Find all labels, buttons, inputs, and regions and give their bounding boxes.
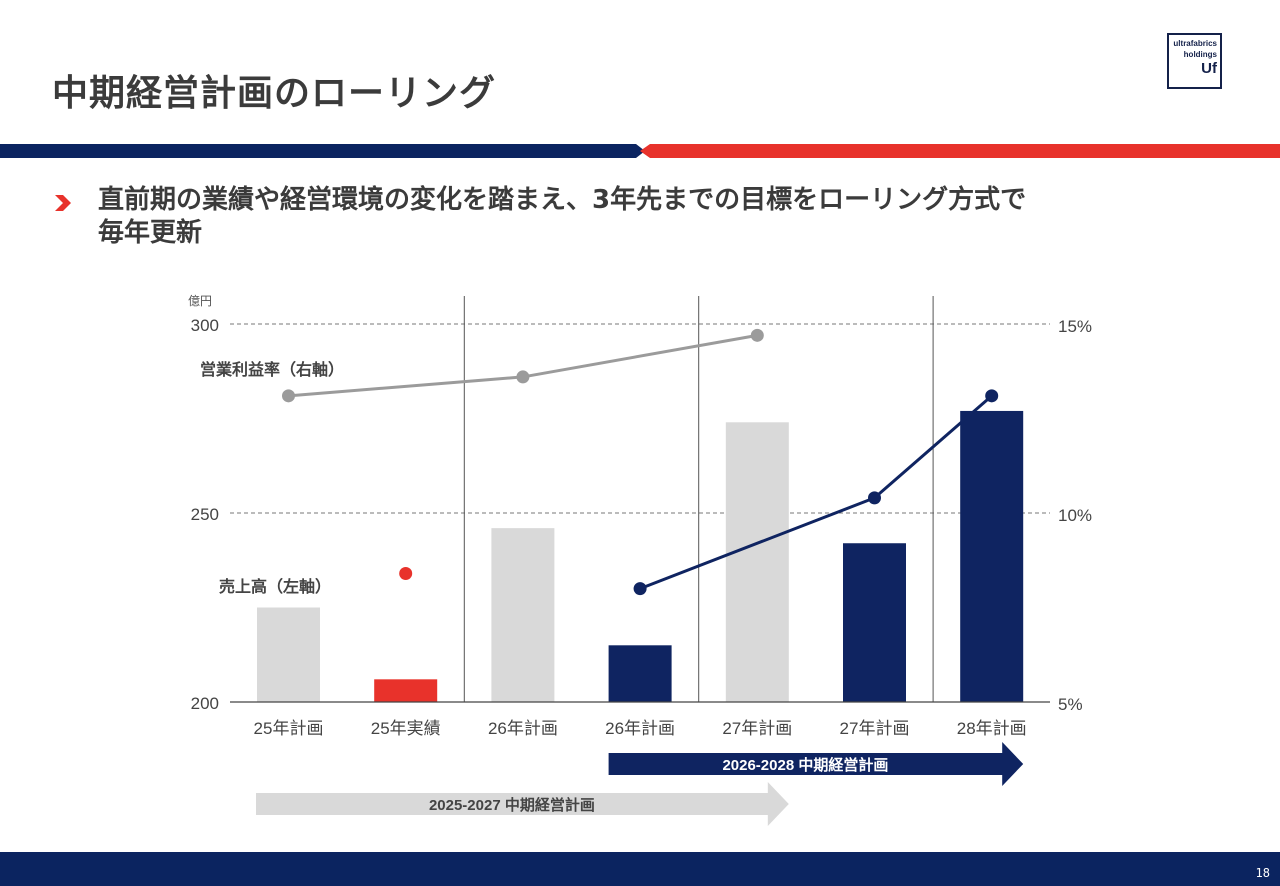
header-band-navy (0, 144, 645, 158)
x-category-label-0: 25年計画 (254, 719, 324, 738)
logo-line2: holdings (1183, 50, 1217, 59)
margin-point-2-1 (868, 491, 881, 505)
y2-tick-label-2: 15% (1058, 317, 1092, 336)
bar-2 (491, 528, 555, 702)
bar-1 (374, 679, 438, 702)
page-title: 中期経営計画のローリング (52, 73, 497, 114)
header-band-red (640, 144, 1280, 158)
logo-line3: Uf (1201, 60, 1217, 77)
margin-line-2 (639, 394, 993, 590)
bullet-text: 直前期の業績や経営環境の変化を踏まえ、3年先までの目標をローリング方式で 毎年更… (98, 184, 1178, 250)
bullet-arrow-icon (55, 195, 71, 211)
company-logo: ultrafabrics holdings Uf (1167, 33, 1222, 89)
y-tick-label-0: 200 (191, 694, 219, 713)
x-category-label-2: 26年計画 (488, 719, 558, 738)
margin-point-2-2 (985, 389, 999, 403)
bar-5 (843, 543, 906, 702)
bar-4 (725, 422, 789, 702)
sales-margin-chart: 200 250 300 億円 5% 10% 15% 25年計画 25年実績 26年計画 26年計画 2… (188, 294, 1092, 826)
logo-line1: ultrafabrics (1173, 39, 1217, 48)
plan-arrow-0 (608, 742, 1024, 786)
page-number: 18 (1255, 866, 1270, 880)
y2-tick-label-1: 10% (1058, 506, 1092, 525)
margin-point-0-2 (750, 328, 764, 342)
plan-arrow-label-0: 2026-2028 中期経営計画 (722, 756, 888, 774)
plan-arrow-1 (256, 782, 789, 826)
margin-point-0-0 (282, 389, 295, 403)
y2-tick-label-0: 5% (1058, 695, 1083, 714)
plan-arrow-label-1: 2025-2027 中期経営計画 (429, 796, 595, 814)
x-category-label-4: 27年計画 (722, 719, 792, 738)
y-tick-label-2: 300 (191, 316, 219, 335)
y-tick-label-1: 250 (191, 505, 219, 524)
margin-point-2-0 (633, 582, 647, 596)
bar-6 (960, 410, 1024, 702)
bullet-line-2: 毎年更新 (98, 218, 203, 248)
sales-series-label: 売上高（左軸） (219, 577, 331, 596)
x-category-label-3: 26年計画 (605, 719, 675, 738)
x-category-label-6: 28年計画 (957, 719, 1027, 738)
margin-series-label: 営業利益率（右軸） (200, 360, 344, 379)
footer-bar: 18 (0, 852, 1280, 886)
margin-point-0-1 (516, 370, 530, 384)
x-category-label-1: 25年実績 (371, 719, 441, 738)
margin-point-1-0 (399, 566, 413, 580)
x-category-label-5: 27年計画 (840, 719, 910, 738)
bar-0 (257, 607, 320, 702)
margin-line-0 (288, 333, 758, 398)
bar-3 (608, 645, 672, 702)
bullet-line-1: 直前期の業績や経営環境の変化を踏まえ、3年先までの目標をローリング方式で (98, 185, 1027, 215)
y-unit-label: 億円 (188, 294, 212, 308)
